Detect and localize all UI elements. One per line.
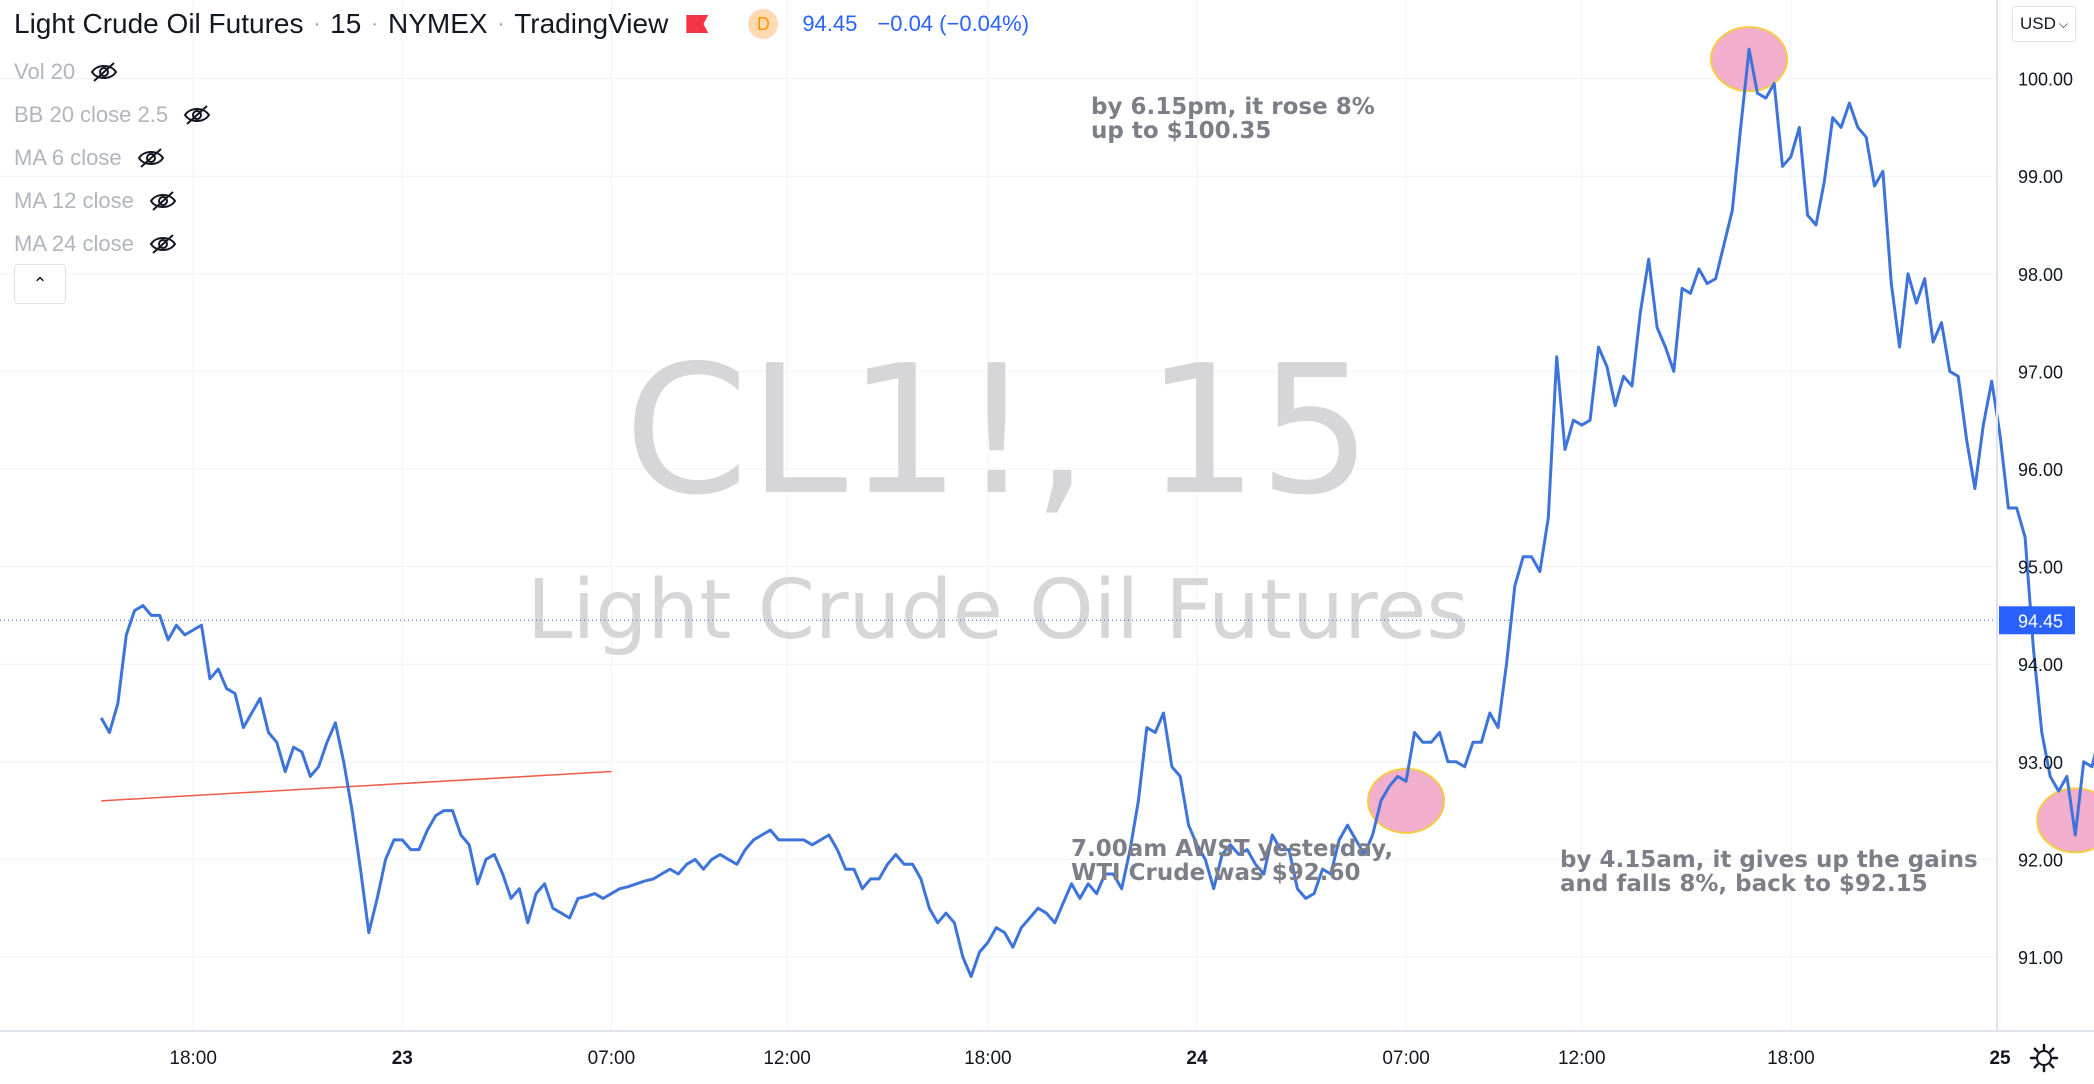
exchange-label: NYMEX — [387, 8, 488, 39]
indicator-label: Vol 20 — [14, 58, 76, 84]
currency-label: USD — [2019, 14, 2056, 33]
annotation-text: and falls 8%, back to $92.15 — [1560, 871, 1928, 897]
highlight-ellipse — [1367, 767, 1446, 834]
symbol-title[interactable]: Light Crude Oil Futures — [14, 8, 304, 39]
price-tick-label: 99.00 — [2018, 167, 2063, 187]
eye-off-icon[interactable] — [136, 147, 166, 169]
indicator-row[interactable]: MA 12 close — [14, 179, 212, 222]
settings-button[interactable] — [2026, 1042, 2062, 1074]
time-tick-label: 18:00 — [964, 1048, 1012, 1069]
chevron-up-icon: ⌃ — [32, 273, 48, 294]
time-tick-label: 25 — [1989, 1048, 2011, 1069]
indicator-label: MA 24 close — [14, 230, 134, 256]
chevron-down-icon: ⌵ — [2058, 16, 2068, 31]
annotation-text: by 4.15am, it gives up the gains — [1560, 847, 1978, 873]
indicator-row[interactable]: Vol 20 — [14, 50, 212, 93]
price-tick-label: 100.00 — [2018, 70, 2073, 90]
eye-off-icon[interactable] — [89, 61, 119, 83]
interval-label[interactable]: 15 — [330, 8, 362, 39]
annotation-text: up to $100.35 — [1091, 118, 1271, 144]
indicator-row[interactable]: BB 20 close 2.5 — [14, 93, 212, 136]
source-label: TradingView — [514, 8, 669, 39]
chart-header: Light Crude Oil Futures · 15 · NYMEX · T… — [14, 6, 1029, 42]
annotation-text: WTI Crude was $92.60 — [1071, 860, 1361, 886]
highlight-ellipse — [2036, 787, 2094, 854]
time-tick-label: 07:00 — [588, 1048, 636, 1069]
time-tick-label: 18:00 — [1767, 1048, 1815, 1069]
price-line — [99, 47, 2094, 978]
indicator-row[interactable]: MA 24 close — [14, 222, 212, 265]
separator-dot: · — [371, 12, 378, 35]
price-tick-label: 93.00 — [2018, 753, 2063, 773]
last-price-value: 94.45 — [802, 11, 858, 36]
watermark-symbol: CL1!, 15 — [624, 327, 1372, 534]
price-change-value: −0.04 (−0.04%) — [877, 11, 1030, 36]
last-price-tag-label: 94.45 — [2018, 611, 2063, 631]
time-tick-label: 07:00 — [1382, 1048, 1430, 1069]
indicator-label: MA 6 close — [14, 144, 122, 170]
delayed-badge[interactable]: D — [748, 9, 779, 39]
indicator-label: BB 20 close 2.5 — [14, 101, 169, 127]
annotation-text: 7.00am AWST yesterday, — [1071, 836, 1393, 862]
currency-button[interactable]: USD ⌵ — [2012, 6, 2076, 42]
separator-dot: · — [313, 12, 321, 35]
eye-off-icon[interactable] — [182, 104, 212, 126]
collapse-legend-button[interactable]: ⌃ — [14, 264, 66, 304]
time-tick-label: 24 — [1186, 1048, 1208, 1069]
annotation-text: by 6.15pm, it rose 8% — [1091, 94, 1375, 120]
time-tick-label: 12:00 — [763, 1048, 811, 1069]
eye-off-icon[interactable] — [148, 233, 178, 255]
separator-dot: · — [497, 12, 505, 35]
indicator-row[interactable]: MA 6 close — [14, 136, 212, 179]
flag-icon[interactable] — [686, 15, 709, 33]
time-tick-label: 18:00 — [169, 1048, 217, 1069]
eye-off-icon[interactable] — [148, 190, 178, 212]
watermark-name: Light Crude Oil Futures — [527, 563, 1469, 658]
trend-line — [101, 770, 612, 802]
price-tick-label: 96.00 — [2018, 460, 2063, 480]
last-price-tag — [1999, 606, 2075, 635]
time-tick-label: 23 — [392, 1048, 413, 1069]
price-tick-label: 92.00 — [2018, 850, 2063, 870]
price-tick-label: 91.00 — [2018, 948, 2063, 968]
gear-icon — [2029, 1043, 2059, 1073]
price-tick-label: 95.00 — [2018, 558, 2063, 578]
price-tick-label: 97.00 — [2018, 362, 2063, 382]
price-tick-label: 94.00 — [2018, 655, 2063, 675]
indicator-label: MA 12 close — [14, 187, 134, 213]
indicator-legend: Vol 20 BB 20 close 2.5 MA 6 close MA 12 … — [14, 50, 212, 265]
time-tick-label: 12:00 — [1558, 1048, 1606, 1069]
price-tick-label: 98.00 — [2018, 265, 2063, 285]
